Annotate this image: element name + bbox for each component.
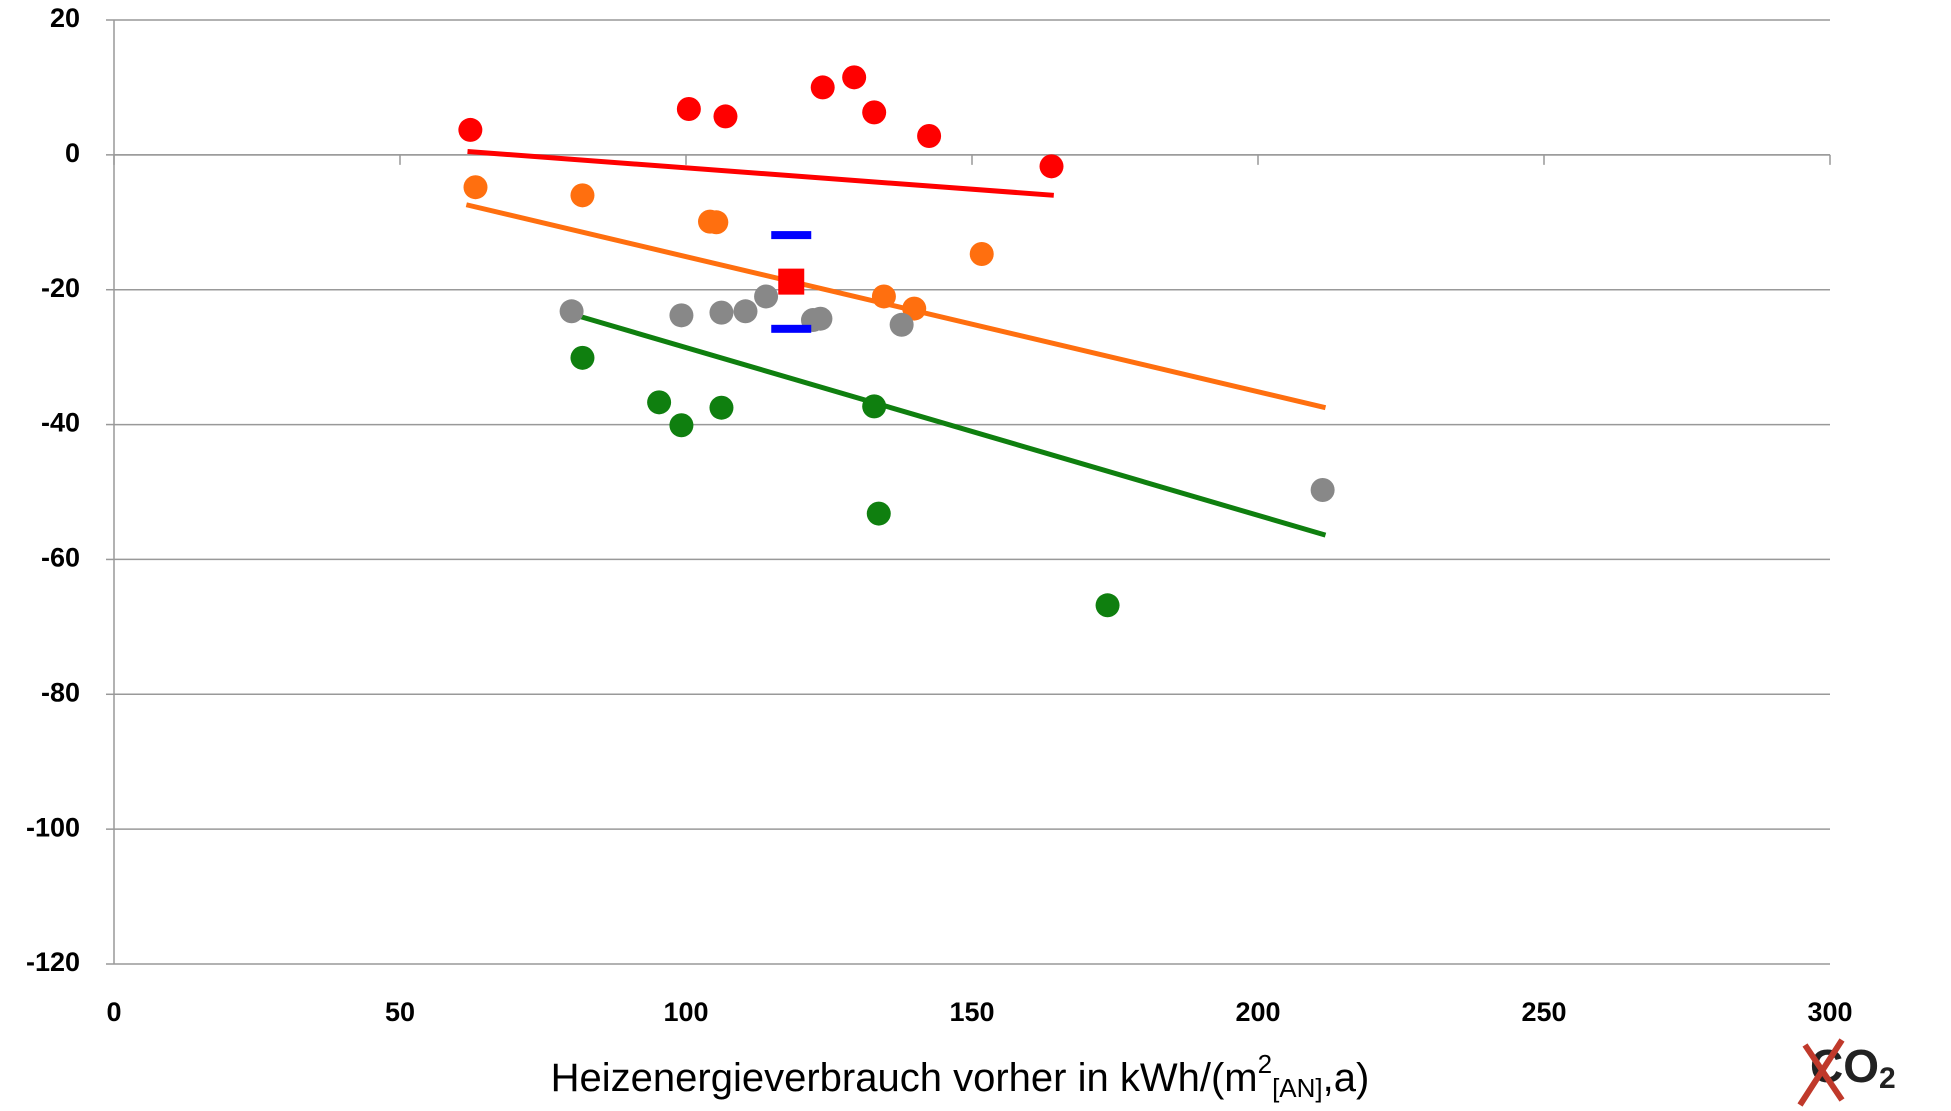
point [1310,477,1335,502]
x-tick-label: 0 [106,997,121,1027]
point [559,299,584,324]
point [1095,593,1120,618]
point [570,345,595,370]
point [969,241,994,266]
point [810,75,835,100]
x-tick-label: 300 [1807,997,1852,1027]
point [709,300,734,325]
point [733,299,758,324]
point [917,123,942,148]
x-tick-label: 50 [385,997,415,1027]
point [463,175,488,200]
x-tick-label: 100 [663,997,708,1027]
logo-cross [1802,1043,1845,1102]
point [669,413,694,438]
x-tick-label: 200 [1235,997,1280,1027]
point [704,210,729,235]
point [808,306,833,331]
range-marker [771,231,812,240]
point [889,312,914,337]
range-marker [771,324,812,333]
y-tick-label: -40 [41,408,80,438]
point [458,117,483,142]
y-tick-label: -100 [26,812,80,842]
point [570,183,595,208]
y-tick-label: 0 [65,138,80,168]
point [842,65,867,90]
point [709,395,734,420]
point [676,97,701,122]
logo: CO2 [1797,1038,1896,1107]
y-tick-label: -20 [41,273,80,303]
point [754,284,779,309]
y-tick-label: 20 [50,3,80,33]
point [902,296,927,321]
trend-line [467,148,1054,198]
point [862,100,887,125]
trend-line [465,202,1327,411]
point [713,104,738,129]
point [866,501,891,526]
point [647,390,672,415]
x-tick-label: 150 [949,997,994,1027]
point [1039,154,1064,179]
y-tick-label: -60 [41,543,80,573]
point [871,284,896,309]
trend-line [570,311,1327,538]
y-tick-label: -120 [26,947,80,977]
x-tick-label: 250 [1521,997,1566,1027]
point [862,394,887,419]
y-tick-label: -80 [41,677,80,707]
point [669,303,694,328]
mean-marker [778,268,805,295]
x-axis-label: Heizenergieverbrauch vorher in kWh/(m2[A… [551,1049,1370,1103]
